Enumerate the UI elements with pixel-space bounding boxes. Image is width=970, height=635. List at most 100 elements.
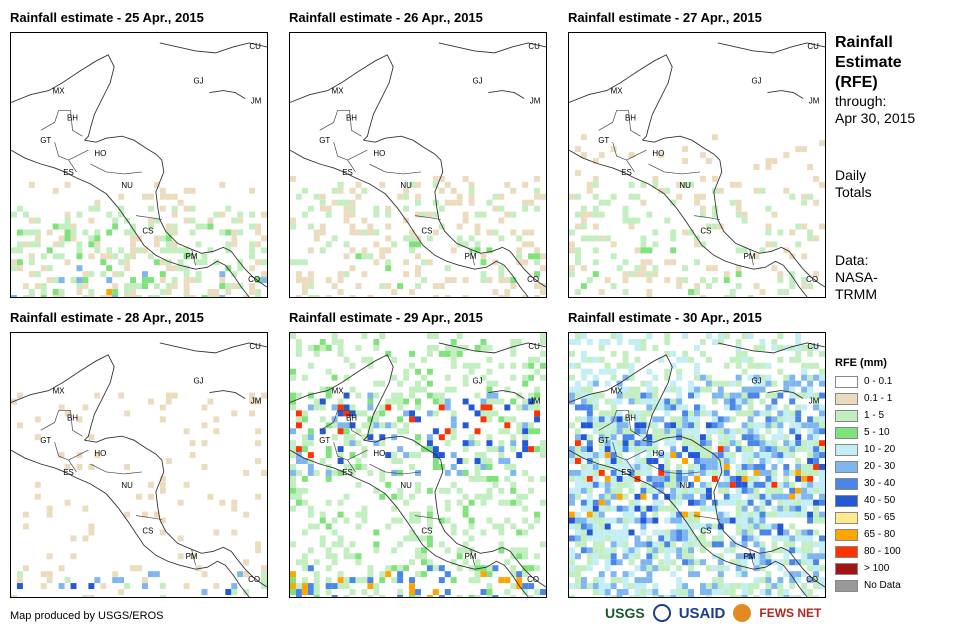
rain-cell: [522, 241, 529, 248]
rain-cell: [586, 277, 593, 284]
rain-cell: [225, 589, 232, 595]
country-label: PM: [744, 552, 756, 561]
rain-cell: [652, 565, 659, 572]
coastline: [569, 354, 673, 441]
rain-cell: [634, 517, 641, 524]
rain-cell: [664, 350, 671, 357]
rain-cell: [456, 193, 463, 200]
legend-item: 65 - 80: [835, 526, 901, 543]
rain-cell: [634, 577, 641, 584]
rain-cell: [373, 338, 380, 345]
rain-cell: [652, 517, 659, 524]
rain-cell: [249, 223, 256, 230]
rain-cell: [498, 398, 505, 405]
rain-cell: [195, 241, 202, 248]
rain-cell: [783, 464, 790, 470]
rain-cell: [486, 517, 493, 524]
rain-cell: [741, 428, 748, 435]
rain-cell: [231, 529, 238, 536]
rain-cell: [711, 458, 718, 465]
rain-cell: [735, 594, 742, 597]
rain-cell: [147, 217, 154, 224]
rain-cell: [492, 392, 499, 399]
rain-cell: [610, 241, 617, 248]
rain-cell: [795, 422, 802, 429]
rain-cell: [409, 583, 416, 590]
rain-cell: [112, 223, 119, 230]
rain-cell: [397, 577, 404, 584]
rain-cell: [504, 517, 511, 524]
rain-cell: [807, 440, 814, 447]
rain-cell: [747, 523, 754, 530]
rain-cell: [753, 452, 760, 459]
rain-cell: [456, 547, 463, 554]
rain-cell: [771, 211, 778, 218]
rain-cell: [759, 434, 766, 441]
rain-cell: [628, 271, 635, 278]
country-border: [40, 410, 83, 437]
rain-cell: [325, 553, 332, 560]
rain-cell: [771, 422, 778, 429]
rain-cell: [462, 529, 469, 536]
rain-cell: [569, 583, 575, 590]
rain-cell: [729, 458, 736, 465]
rain-cell: [112, 253, 119, 260]
rain-cell: [337, 271, 344, 278]
rain-cell: [307, 547, 314, 554]
rain-cell: [261, 392, 267, 399]
rain-cell: [307, 362, 314, 369]
rain-cell: [474, 452, 481, 459]
rain-cell: [664, 535, 671, 542]
rain-cell: [610, 505, 617, 512]
rain-cell: [801, 553, 808, 560]
rain-cell: [379, 475, 386, 482]
rain-cell: [569, 594, 575, 597]
rain-cell: [468, 193, 475, 200]
rain-cell: [331, 529, 338, 536]
rain-cell: [771, 416, 778, 423]
rain-cell: [76, 464, 83, 470]
rain-cell: [343, 464, 350, 470]
rain-cell: [711, 211, 718, 218]
rain-cell: [658, 487, 665, 494]
rain-cell: [586, 517, 593, 524]
usgs-logo: USGS: [605, 605, 645, 621]
rain-cell: [813, 404, 820, 411]
rain-cell: [604, 416, 611, 423]
rain-cell: [610, 517, 617, 524]
rain-cell: [147, 493, 154, 500]
rain-cell: [337, 535, 344, 542]
rain-cell: [670, 440, 677, 447]
rain-cell: [34, 241, 41, 248]
rain-cell: [771, 241, 778, 248]
rain-cell: [331, 187, 338, 194]
country-label: GT: [319, 436, 330, 445]
rain-cell: [813, 374, 820, 381]
rain-cell: [420, 535, 427, 542]
rain-cell: [801, 277, 808, 284]
rain-cell: [735, 583, 742, 590]
rain-cell: [759, 493, 766, 500]
rain-cell: [361, 356, 368, 363]
rain-cell: [682, 458, 689, 465]
rain-cell: [504, 499, 511, 506]
rain-cell: [438, 577, 445, 584]
rain-cell: [159, 481, 166, 488]
rain-cell: [528, 404, 535, 411]
rain-cell: [580, 535, 587, 542]
rain-cell: [789, 541, 796, 548]
rain-cell: [331, 235, 338, 242]
rain-cell: [658, 428, 665, 435]
rain-cell: [385, 283, 392, 290]
rain-cell: [628, 517, 635, 524]
rain-cell: [574, 338, 581, 345]
rain-cell: [688, 565, 695, 572]
rain-cell: [765, 481, 772, 488]
rain-cell: [759, 398, 766, 405]
rain-cell: [771, 487, 778, 494]
rain-cell: [189, 440, 196, 447]
legend-label: 5 - 10: [864, 427, 890, 438]
rain-cell: [580, 368, 587, 375]
rain-cell: [580, 422, 587, 429]
rain-cell: [349, 410, 356, 417]
